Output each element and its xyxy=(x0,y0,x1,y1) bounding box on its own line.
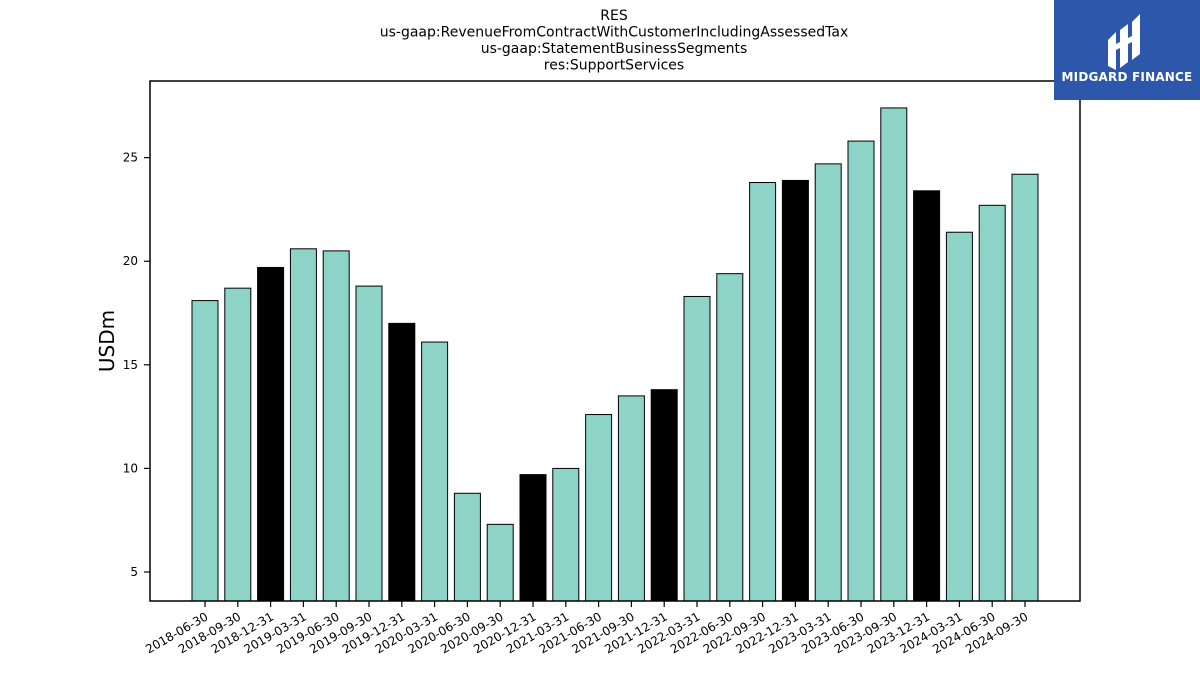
bar xyxy=(978,204,1006,602)
bar xyxy=(355,285,383,602)
bar xyxy=(749,182,777,602)
bar xyxy=(421,341,449,602)
chart-title-line: RES xyxy=(600,8,628,24)
y-axis-label: USDm xyxy=(95,310,119,372)
y-axis: 5 10 15 20 25 xyxy=(123,151,150,579)
chart-title-line: us-gaap:RevenueFromContractWithCustomerI… xyxy=(380,25,849,41)
bar xyxy=(847,140,875,602)
bar xyxy=(1011,173,1039,602)
y-tick-label: 20 xyxy=(123,254,138,268)
y-tick-label: 5 xyxy=(130,565,138,579)
logo-mark-icon xyxy=(1108,14,1140,70)
bar xyxy=(224,287,252,602)
midgard-finance-logo: MIDGARD FINANCE xyxy=(1054,0,1200,100)
bar xyxy=(617,395,645,602)
bar xyxy=(552,467,580,602)
logo-text: MIDGARD FINANCE xyxy=(1061,70,1193,84)
bar xyxy=(814,163,842,602)
chart-title-line: res:SupportServices xyxy=(544,58,684,74)
bar xyxy=(191,300,219,602)
chart-title-line: us-gaap:StatementBusinessSegments xyxy=(481,41,748,57)
bar xyxy=(650,389,678,602)
bar xyxy=(257,266,285,602)
bar xyxy=(913,190,941,602)
bar xyxy=(880,107,908,602)
y-tick-label: 10 xyxy=(123,461,138,475)
x-axis: 2018-06-302018-09-302018-12-312019-03-31… xyxy=(143,601,1031,656)
plot-frame xyxy=(149,80,1081,602)
bar xyxy=(453,492,481,602)
bar xyxy=(683,295,711,602)
chart-title: RESus-gaap:RevenueFromContractWithCustom… xyxy=(380,8,849,74)
bar xyxy=(716,273,744,602)
bars-group xyxy=(191,107,1039,602)
bar xyxy=(585,414,613,602)
y-tick-label: 15 xyxy=(123,358,138,372)
bar xyxy=(519,474,547,602)
bar xyxy=(945,231,973,602)
bar xyxy=(289,248,317,602)
bar xyxy=(322,250,350,602)
bar xyxy=(486,523,514,602)
y-tick-label: 25 xyxy=(123,151,138,165)
bar xyxy=(781,179,809,602)
bar xyxy=(388,322,416,602)
